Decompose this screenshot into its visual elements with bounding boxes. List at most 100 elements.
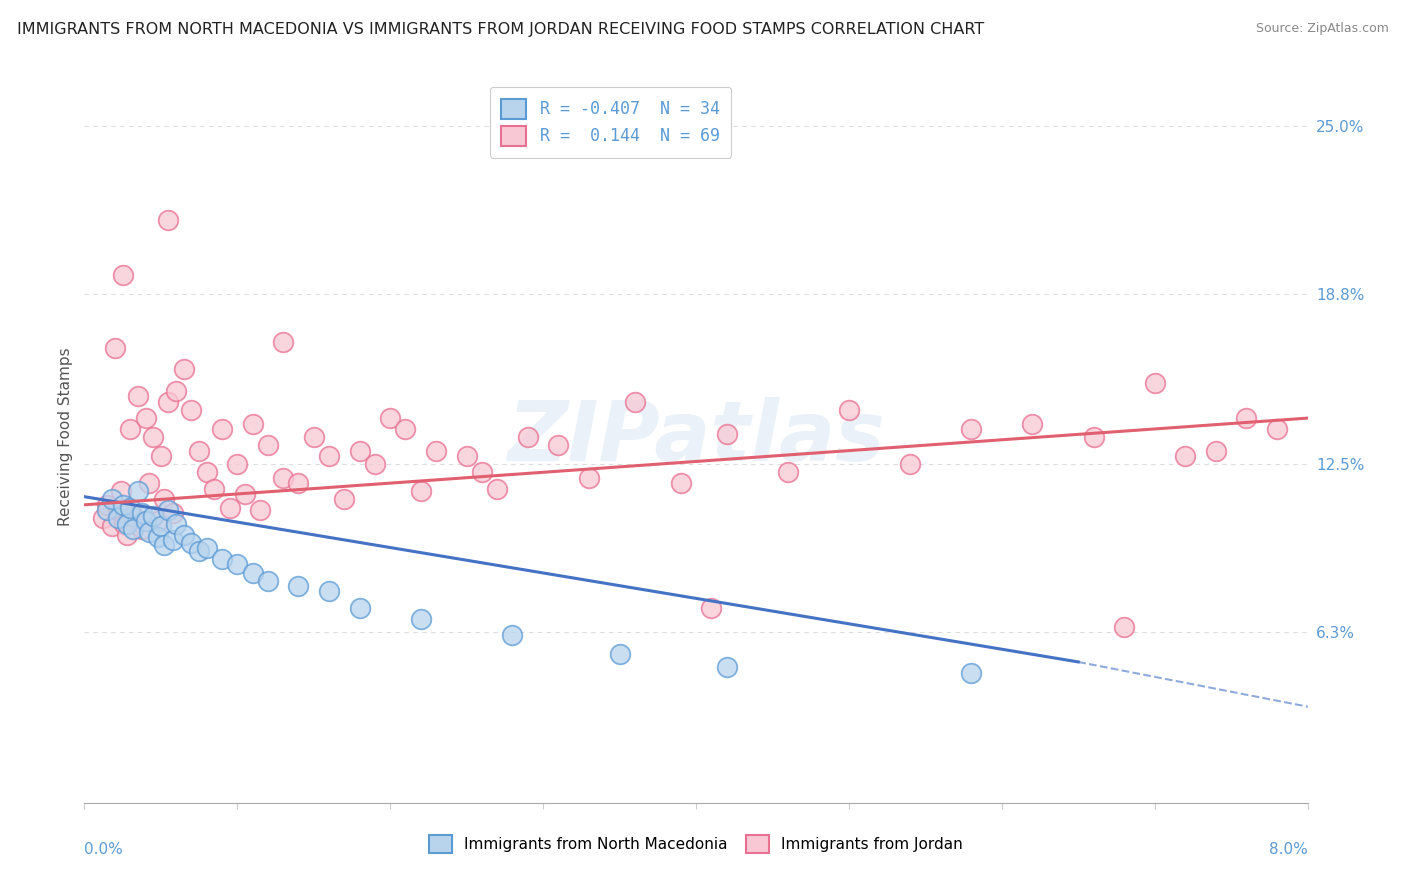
Point	[211, 552, 233, 566]
Point	[233, 487, 256, 501]
Point	[318, 584, 340, 599]
Point	[318, 449, 340, 463]
Point	[242, 566, 264, 580]
Y-axis label: Receiving Food Stamps: Receiving Food Stamps	[58, 348, 73, 526]
Point	[838, 403, 860, 417]
Point	[157, 213, 180, 227]
Point	[162, 506, 184, 520]
Point	[110, 484, 132, 499]
Point	[1143, 376, 1166, 390]
Point	[107, 503, 129, 517]
Point	[135, 411, 157, 425]
Point	[104, 341, 127, 355]
Point	[700, 600, 723, 615]
Point	[115, 527, 138, 541]
Text: IMMIGRANTS FROM NORTH MACEDONIA VS IMMIGRANTS FROM JORDAN RECEIVING FOOD STAMPS : IMMIGRANTS FROM NORTH MACEDONIA VS IMMIG…	[17, 22, 984, 37]
Point	[349, 600, 371, 615]
Point	[960, 422, 983, 436]
Text: 0.0%: 0.0%	[84, 842, 124, 856]
Point	[153, 538, 176, 552]
Point	[195, 541, 218, 556]
Point	[180, 403, 202, 417]
Point	[138, 476, 160, 491]
Point	[271, 335, 294, 350]
Point	[127, 484, 149, 499]
Point	[960, 665, 983, 680]
Point	[257, 438, 280, 452]
Point	[180, 535, 202, 549]
Point	[287, 579, 309, 593]
Point	[364, 457, 387, 471]
Point	[226, 457, 249, 471]
Point	[349, 443, 371, 458]
Point	[127, 389, 149, 403]
Point	[149, 519, 172, 533]
Point	[516, 430, 538, 444]
Point	[333, 492, 356, 507]
Legend: Immigrants from North Macedonia, Immigrants from Jordan: Immigrants from North Macedonia, Immigra…	[422, 827, 970, 861]
Point	[1265, 422, 1288, 436]
Point	[131, 522, 153, 536]
Point	[188, 443, 211, 458]
Point	[456, 449, 478, 463]
Point	[1205, 443, 1227, 458]
Point	[111, 268, 134, 282]
Point	[146, 530, 169, 544]
Point	[211, 422, 233, 436]
Point	[162, 533, 184, 547]
Point	[1174, 449, 1197, 463]
Point	[149, 449, 172, 463]
Point	[425, 443, 447, 458]
Point	[394, 422, 416, 436]
Point	[609, 647, 631, 661]
Point	[226, 558, 249, 572]
Point	[486, 482, 509, 496]
Point	[624, 395, 647, 409]
Point	[302, 430, 325, 444]
Point	[101, 492, 124, 507]
Point	[195, 465, 218, 479]
Point	[138, 524, 160, 539]
Text: ZIPatlas: ZIPatlas	[508, 397, 884, 477]
Point	[135, 514, 157, 528]
Point	[1021, 417, 1043, 431]
Point	[165, 384, 187, 398]
Point	[578, 471, 600, 485]
Point	[96, 503, 118, 517]
Point	[111, 498, 134, 512]
Point	[202, 482, 225, 496]
Point	[218, 500, 240, 515]
Point	[157, 395, 180, 409]
Point	[153, 492, 176, 507]
Point	[188, 544, 211, 558]
Point	[142, 508, 165, 523]
Point	[91, 511, 114, 525]
Point	[776, 465, 799, 479]
Point	[146, 514, 169, 528]
Text: Source: ZipAtlas.com: Source: ZipAtlas.com	[1256, 22, 1389, 36]
Point	[716, 660, 738, 674]
Point	[120, 422, 142, 436]
Point	[249, 503, 271, 517]
Point	[165, 516, 187, 531]
Point	[122, 508, 145, 523]
Text: 8.0%: 8.0%	[1268, 842, 1308, 856]
Point	[471, 465, 494, 479]
Point	[96, 498, 118, 512]
Point	[271, 471, 294, 485]
Point	[502, 628, 524, 642]
Point	[115, 516, 138, 531]
Point	[142, 430, 165, 444]
Point	[1114, 620, 1136, 634]
Point	[547, 438, 569, 452]
Point	[287, 476, 309, 491]
Point	[112, 516, 135, 531]
Point	[107, 511, 129, 525]
Point	[409, 484, 432, 499]
Point	[898, 457, 921, 471]
Point	[131, 506, 153, 520]
Point	[257, 574, 280, 588]
Point	[122, 522, 145, 536]
Point	[716, 427, 738, 442]
Point	[409, 611, 432, 625]
